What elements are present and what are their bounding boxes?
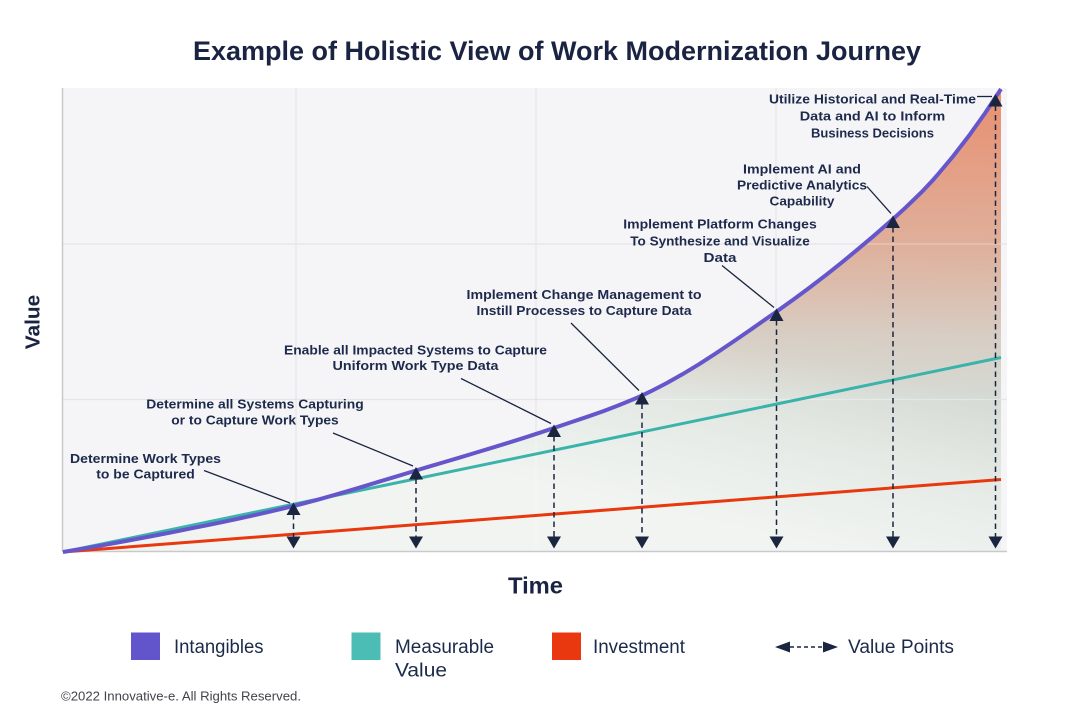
svg-text:Business Decisions: Business Decisions	[811, 126, 934, 141]
svg-text:Determine Work Types: Determine Work Types	[70, 451, 221, 466]
svg-text:Implement Change Management to: Implement Change Management to	[467, 287, 702, 302]
svg-text:Capability: Capability	[770, 194, 836, 209]
svg-text:©2022 Innovative-e. All Right: ©2022 Innovative-e. All Rights Reserved.	[61, 689, 301, 704]
svg-text:Value: Value	[395, 661, 447, 682]
svg-text:Predictive Analytics: Predictive Analytics	[737, 178, 867, 193]
svg-text:Uniform Work Type Data: Uniform Work Type Data	[333, 358, 500, 373]
svg-text:Instill Processes to Capture: Instill Processes to Capture Data	[477, 303, 693, 318]
svg-text:Data: Data	[704, 250, 738, 265]
svg-text:Determine all Systems Capturi: Determine all Systems Capturing	[146, 397, 364, 412]
svg-text:Example of Holistic View of Wo: Example of Holistic View of Work Moderni…	[193, 36, 921, 66]
svg-text:Utilize Historical and Real-Ti: Utilize Historical and Real-Time	[769, 92, 976, 107]
svg-text:To Synthesize and Visualize: To Synthesize and Visualize	[630, 234, 810, 249]
svg-text:Implement AI and: Implement AI and	[743, 162, 861, 177]
svg-text:Value: Value	[23, 295, 45, 350]
svg-text:to be Captured: to be Captured	[96, 467, 195, 482]
svg-text:Investment: Investment	[593, 637, 686, 658]
svg-text:Intangibles: Intangibles	[174, 637, 264, 658]
svg-text:Implement Platform Changes: Implement Platform Changes	[623, 217, 817, 232]
svg-text:Time: Time	[508, 573, 563, 599]
svg-text:Measurable: Measurable	[395, 637, 494, 658]
svg-text:or to Capture Work Types: or to Capture Work Types	[171, 413, 339, 428]
svg-text:Enable all Impacted Systems t: Enable all Impacted Systems to Capture	[284, 343, 547, 358]
svg-text:Data and AI to Inform: Data and AI to Inform	[800, 109, 946, 124]
svg-text:Value Points: Value Points	[848, 637, 954, 658]
